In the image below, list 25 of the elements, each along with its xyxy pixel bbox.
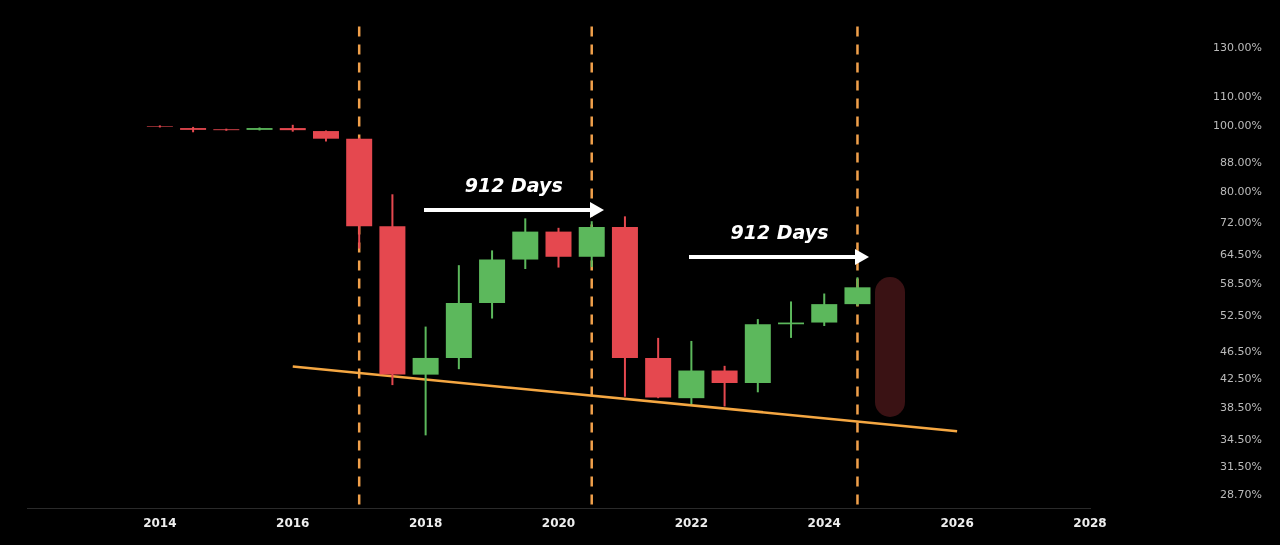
- y-tick-label: 46.50%: [1220, 345, 1262, 359]
- y-tick-label: 38.50%: [1220, 400, 1262, 414]
- x-tick-label: 2020: [541, 515, 576, 530]
- x-tick-label: 2028: [1073, 515, 1107, 530]
- x-tick-label: 2024: [807, 515, 841, 530]
- y-tick-label: 72.00%: [1220, 215, 1262, 229]
- x-tick-label: 2026: [940, 515, 974, 530]
- x-tick-label: 2016: [276, 515, 310, 530]
- x-tick-label: 2018: [408, 515, 443, 530]
- y-tick-label: 64.50%: [1220, 248, 1262, 262]
- x-tick-label: 2022: [674, 515, 709, 530]
- y-tick-label: 31.50%: [1220, 460, 1262, 474]
- y-tick-label: 42.50%: [1220, 371, 1262, 385]
- y-tick-label: 130.00%: [1213, 40, 1262, 54]
- y-tick-label: 110.00%: [1213, 90, 1262, 104]
- y-tick-label: 80.00%: [1220, 184, 1262, 198]
- annotation: 912 Days: [730, 220, 829, 243]
- y-tick-label: 34.50%: [1220, 433, 1262, 447]
- y-tick-label: 58.50%: [1220, 277, 1262, 291]
- y-tick-label: 88.00%: [1220, 156, 1262, 170]
- x-tick-label: 2014: [143, 515, 177, 530]
- annotation: 912 Days: [464, 173, 563, 196]
- y-tick-label: 100.00%: [1213, 118, 1262, 132]
- y-tick-label: 28.70%: [1220, 487, 1262, 501]
- y-tick-label: 52.50%: [1220, 309, 1262, 323]
